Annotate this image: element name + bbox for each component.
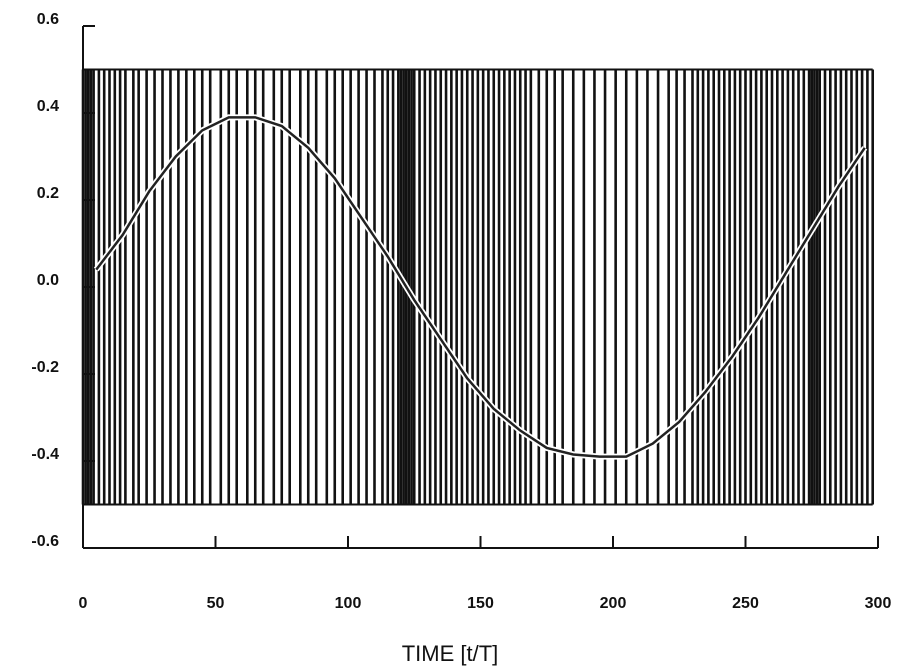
x-axis-label: TIME [t/T] (402, 641, 499, 666)
series-line (96, 117, 865, 456)
y-tick-label: -0.2 (31, 359, 59, 376)
y-tick-label: 0.0 (37, 272, 59, 289)
y-tick-label: -0.4 (31, 446, 59, 463)
y-tick-label: -0.6 (31, 533, 59, 550)
x-tick-label: 200 (600, 595, 627, 612)
y-tick-label: 0.6 (37, 11, 59, 28)
x-tick-label: 150 (467, 595, 494, 612)
series-line (96, 117, 865, 456)
y-tick-label: 0.2 (37, 185, 59, 202)
x-tick-label: 100 (335, 595, 362, 612)
x-tick-label: 0 (79, 595, 88, 612)
x-tick-label: 50 (207, 595, 225, 612)
x-tick-label: 300 (865, 595, 892, 612)
chart: TIME [t/T] 0.6 0.4 0.2 0.0 -0.2 -0.4 -0.6 0 50 10… (0, 0, 900, 671)
x-tick-label: 250 (732, 595, 759, 612)
y-tick-label: 0.4 (37, 98, 59, 115)
